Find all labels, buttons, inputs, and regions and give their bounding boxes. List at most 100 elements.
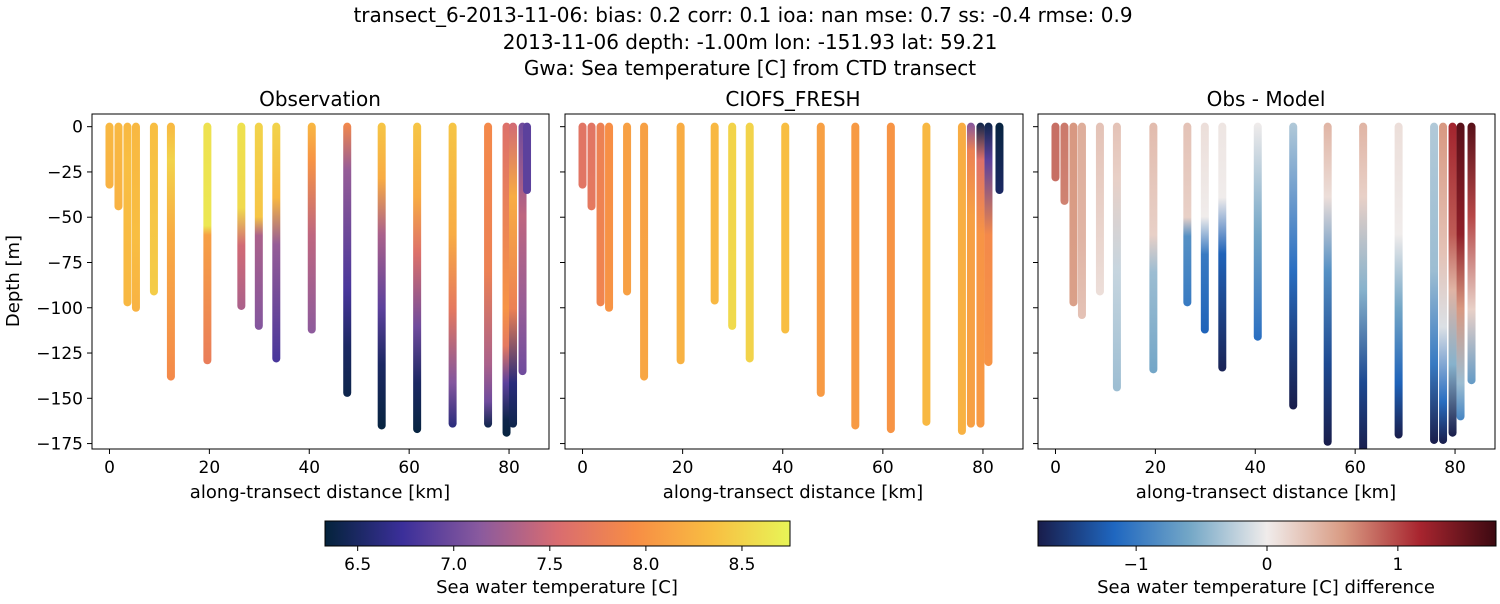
difference-yticks: [1033, 126, 1038, 445]
cast-profile: [578, 122, 587, 189]
cast-profile: [149, 122, 158, 296]
cast-profile: [1359, 122, 1368, 449]
y-tick-label: −25: [47, 163, 83, 183]
colorbar-tick-label: 0: [1262, 555, 1273, 575]
cast-profile: [272, 122, 281, 363]
colorbar-temperature: 6.5 7.0 7.5 8.0 8.5 Sea water temperature [C…: [324, 520, 791, 598]
cast-profile: [1077, 122, 1086, 319]
cast-profile: [131, 122, 140, 312]
x-tick-label: 60: [872, 458, 894, 478]
cast-profile: [781, 122, 790, 334]
cast-profile: [976, 122, 985, 428]
y-tick-label: −125: [36, 344, 83, 364]
panel-observation: Observation 0 20 40 60 80 0 −25 −50 −75 −100 −125…: [3, 87, 550, 503]
cast-profile: [995, 122, 1004, 195]
x-tick-label: 0: [577, 458, 588, 478]
model-xticks: 0 20 40 60 80: [577, 449, 994, 478]
x-tick-label: 60: [398, 458, 420, 478]
cast-profile: [1060, 122, 1069, 205]
colorbar-difference: −1 0 1 Sea water temperature [C] differenc…: [1037, 520, 1497, 598]
colorbar-tick-label: −1: [1124, 555, 1149, 575]
colorbar-difference-label: Sea water temperature [C] difference: [1097, 577, 1435, 598]
cast-profile: [816, 122, 825, 397]
cast-profile: [605, 122, 614, 312]
cast-profile: [343, 122, 352, 397]
y-tick-label: −50: [47, 208, 83, 228]
colorbar-tick-label: 7.0: [440, 555, 467, 575]
cast-profile: [1069, 122, 1078, 307]
colorbar-difference-gradient: [1037, 520, 1497, 547]
y-tick-label: −175: [36, 435, 83, 455]
cast-profile: [710, 122, 719, 305]
x-tick-label: 80: [498, 458, 520, 478]
cast-profile: [1149, 122, 1158, 374]
cast-profile: [1051, 122, 1060, 182]
cast-profile: [484, 122, 493, 428]
panel-difference-title: Obs - Model: [1207, 87, 1326, 111]
cast-profile: [523, 122, 532, 195]
cast-profile: [1289, 122, 1298, 410]
cast-profile: [851, 122, 860, 430]
cast-profile: [448, 122, 457, 428]
cast-profile: [1430, 122, 1439, 444]
colorbar-tick-label: 7.5: [536, 555, 563, 575]
cast-profile: [745, 122, 754, 363]
cast-profile: [623, 122, 632, 296]
cast-profile: [1200, 122, 1209, 334]
cast-profile: [166, 122, 175, 381]
colorbar-temperature-ticks: 6.5 7.0 7.5 8.0 8.5: [344, 546, 755, 575]
panel-model: CIOFS_FRESH 0 20 40 60 80 along-transect dis…: [560, 87, 1024, 503]
cast-profile: [1394, 122, 1403, 439]
x-tick-label: 40: [1244, 458, 1266, 478]
cast-profile: [1448, 122, 1457, 437]
panel-observation-title: Observation: [259, 87, 381, 111]
cast-profile: [984, 122, 993, 367]
observation-xticks: 0 20 40 60 80: [104, 449, 520, 478]
difference-xticks: 0 20 40 60 80: [1050, 449, 1466, 478]
model-casts: [578, 122, 1004, 435]
y-tick-label: 0: [72, 118, 83, 138]
cast-profile: [114, 122, 123, 211]
cast-profile: [1218, 122, 1227, 372]
cast-profile: [957, 122, 966, 435]
cast-profile: [922, 122, 931, 426]
colorbar-tick-label: 8.0: [632, 555, 659, 575]
cast-profile: [502, 122, 511, 437]
cast-profile: [886, 122, 895, 434]
cast-profile: [1323, 122, 1332, 446]
cast-profile: [1439, 122, 1448, 444]
suptitle-line3: Gwa: Sea temperature [C] from CTD transe…: [524, 56, 976, 80]
cast-profile: [413, 122, 422, 434]
x-tick-label: 20: [1145, 458, 1167, 478]
panel-difference: Obs - Model 0 20 40 60 80 along-transect dis…: [1033, 87, 1496, 503]
x-tick-label: 40: [298, 458, 320, 478]
cast-profile: [966, 122, 975, 428]
y-tick-label: −75: [47, 253, 83, 273]
colorbar-tick-label: 1: [1392, 555, 1403, 575]
y-tick-label: −100: [36, 299, 83, 319]
y-tick-label: −150: [36, 389, 83, 409]
cast-profile: [640, 122, 649, 381]
cast-profile: [1467, 122, 1476, 385]
cast-profile: [1095, 122, 1104, 296]
suptitle-line1: transect_6-2013-11-06: bias: 0.2 corr: 0…: [353, 3, 1132, 27]
observation-yticks: 0 −25 −50 −75 −100 −125 −150 −175: [36, 118, 92, 455]
cast-profile: [596, 122, 605, 307]
panel-model-title: CIOFS_FRESH: [725, 87, 860, 111]
x-tick-label: 80: [1444, 458, 1466, 478]
cast-profile: [377, 122, 386, 430]
colorbar-difference-ticks: −1 0 1: [1124, 546, 1403, 575]
x-tick-label: 80: [972, 458, 994, 478]
x-tick-label: 0: [1050, 458, 1061, 478]
observation-ylabel: Depth [m]: [3, 235, 24, 327]
observation-axes-frame: [91, 113, 550, 450]
cast-profile: [307, 122, 316, 334]
difference-axes-frame: [1037, 113, 1496, 450]
x-tick-label: 20: [199, 458, 221, 478]
cast-profile: [509, 122, 518, 428]
x-tick-label: 60: [1344, 458, 1366, 478]
difference-casts: [1051, 122, 1476, 449]
observation-casts: [105, 122, 532, 437]
colorbar-temperature-gradient: [324, 520, 791, 547]
colorbar-tick-label: 6.5: [344, 555, 371, 575]
